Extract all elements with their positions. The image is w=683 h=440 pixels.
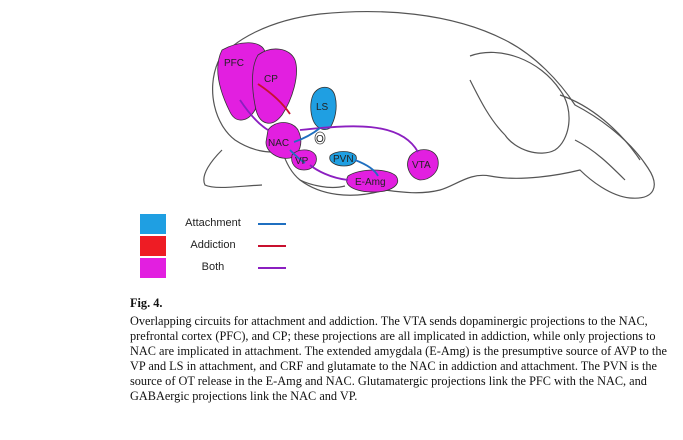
label-vta: VTA bbox=[412, 160, 431, 171]
label-cp: CP bbox=[264, 74, 278, 85]
legend-label-addiction: Addiction bbox=[190, 239, 236, 251]
projection-pfc-to-nac bbox=[239, 99, 269, 131]
projection-ls-to-nac bbox=[293, 127, 321, 143]
projection-nac-to-vp bbox=[289, 149, 306, 164]
legend-label-both: Both bbox=[201, 261, 225, 273]
projection-cp-to-nac bbox=[257, 83, 291, 115]
label-vp: VP bbox=[295, 156, 309, 167]
label-pfc: PFC bbox=[224, 58, 244, 69]
projections bbox=[239, 83, 419, 181]
legend-label-attachment: Attachment bbox=[185, 217, 241, 229]
label-pvn: PVN bbox=[333, 154, 354, 165]
projection-pvn-to-eamg bbox=[354, 159, 379, 177]
legend-swatch-attachment bbox=[140, 214, 166, 234]
projection-eamg-to-vp bbox=[309, 164, 349, 181]
projection-vta-to-pfc-cp bbox=[299, 125, 419, 153]
caption-heading: Fig. 4. bbox=[130, 296, 163, 310]
legend: Attachment Addiction Both bbox=[140, 214, 300, 284]
legend-swatch-addiction bbox=[140, 236, 166, 256]
figure-caption: Fig. 4. Overlapping circuits for attachm… bbox=[130, 296, 670, 404]
label-ls: LS bbox=[316, 102, 329, 113]
legend-swatch-both bbox=[140, 258, 166, 278]
region-nac-small bbox=[314, 131, 326, 145]
region-nac bbox=[265, 122, 302, 159]
label-nac: NAC bbox=[268, 138, 289, 149]
legend-line-both bbox=[258, 267, 286, 269]
region-pvn bbox=[329, 151, 357, 167]
brain-regions bbox=[217, 42, 439, 193]
legend-line-addiction bbox=[258, 245, 286, 247]
region-vta bbox=[407, 149, 439, 181]
label-nac-small: O bbox=[316, 134, 324, 145]
brain-circuit-diagram: PFC CP LS O NAC VP PVN VTA E-Amg bbox=[203, 11, 655, 199]
legend-row-both: Both bbox=[140, 258, 300, 278]
region-pfc bbox=[217, 42, 267, 121]
legend-row-addiction: Addiction bbox=[140, 236, 300, 256]
legend-row-attachment: Attachment bbox=[140, 214, 300, 234]
caption-text: Overlapping circuits for attachment and … bbox=[130, 314, 667, 403]
legend-line-attachment bbox=[258, 223, 286, 225]
region-labels: PFC CP LS O NAC VP PVN VTA E-Amg bbox=[224, 58, 431, 188]
label-eamg: E-Amg bbox=[355, 177, 386, 188]
region-cp bbox=[252, 48, 297, 124]
